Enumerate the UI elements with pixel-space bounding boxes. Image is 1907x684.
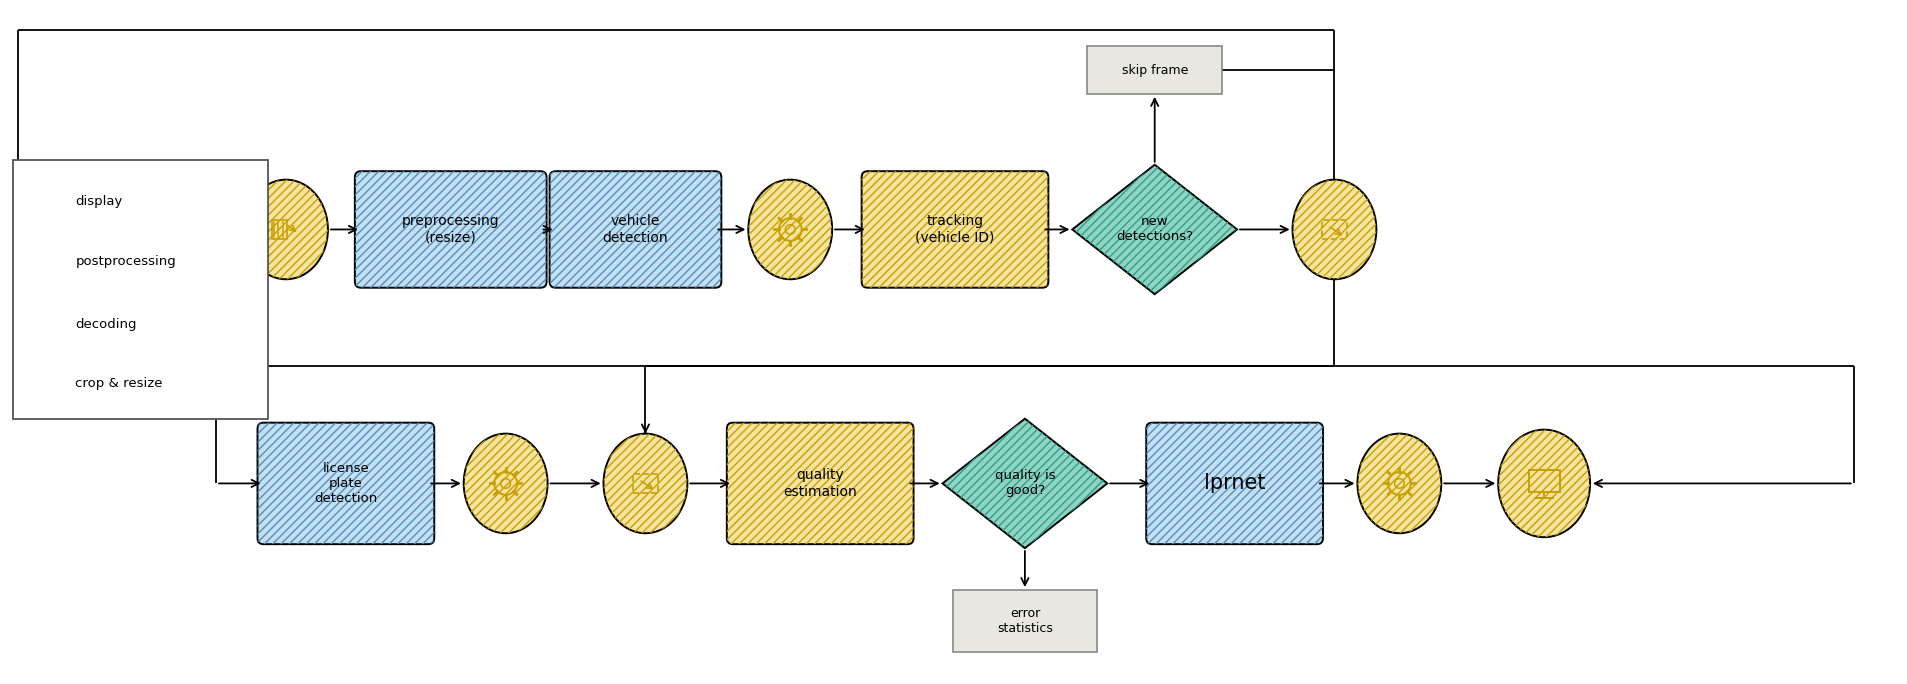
Ellipse shape xyxy=(603,434,687,534)
Text: preprocessing
(resize): preprocessing (resize) xyxy=(402,214,500,245)
FancyBboxPatch shape xyxy=(1146,423,1322,544)
Ellipse shape xyxy=(1497,430,1589,537)
Bar xyxy=(633,473,658,493)
Ellipse shape xyxy=(748,180,831,279)
Text: quality is
good?: quality is good? xyxy=(994,469,1055,497)
Text: vehicle
detection: vehicle detection xyxy=(603,214,667,245)
Ellipse shape xyxy=(463,434,547,534)
Text: tracking
(vehicle ID): tracking (vehicle ID) xyxy=(915,214,994,245)
Text: license
plate
detection: license plate detection xyxy=(315,462,378,505)
Polygon shape xyxy=(942,419,1106,548)
Text: new
detections?: new detections? xyxy=(1116,215,1192,244)
Text: decoding: decoding xyxy=(74,317,137,330)
Text: Camera
(FHD input): Camera (FHD input) xyxy=(93,213,177,246)
FancyBboxPatch shape xyxy=(549,171,721,288)
FancyBboxPatch shape xyxy=(355,171,545,288)
Text: display: display xyxy=(74,195,122,208)
Ellipse shape xyxy=(1291,180,1375,279)
Bar xyxy=(1528,471,1558,492)
Bar xyxy=(32,376,53,392)
Bar xyxy=(271,220,286,239)
Text: skip frame: skip frame xyxy=(1121,64,1188,77)
Text: error
statistics: error statistics xyxy=(997,607,1053,635)
FancyBboxPatch shape xyxy=(862,171,1047,288)
Text: crop & resize: crop & resize xyxy=(74,378,162,391)
Bar xyxy=(952,590,1097,652)
Ellipse shape xyxy=(1356,434,1440,534)
Bar xyxy=(31,191,55,209)
FancyBboxPatch shape xyxy=(727,423,913,544)
Ellipse shape xyxy=(244,180,328,279)
FancyBboxPatch shape xyxy=(257,423,435,544)
FancyBboxPatch shape xyxy=(42,171,229,288)
Polygon shape xyxy=(1072,165,1236,294)
Bar xyxy=(13,160,267,419)
Text: quality
estimation: quality estimation xyxy=(784,469,856,499)
Bar xyxy=(32,317,44,332)
Text: lprnet: lprnet xyxy=(1203,473,1264,493)
Bar xyxy=(1322,220,1346,239)
Bar xyxy=(1087,47,1222,94)
Text: postprocessing: postprocessing xyxy=(74,255,175,268)
